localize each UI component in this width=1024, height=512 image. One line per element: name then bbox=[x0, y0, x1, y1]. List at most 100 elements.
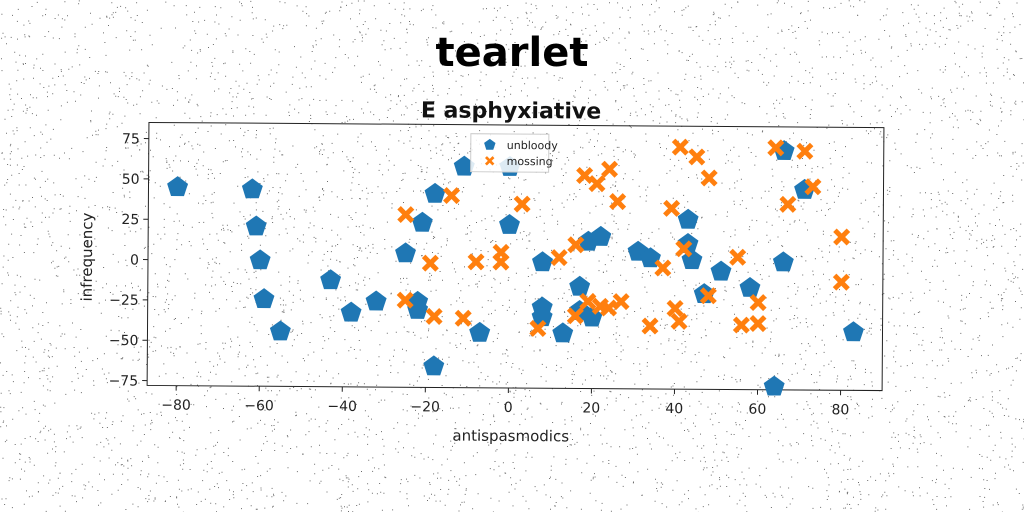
point-unbloody bbox=[269, 320, 291, 341]
plot-area bbox=[146, 121, 885, 392]
series-unbloody bbox=[167, 140, 864, 396]
y-tick-label: −25 bbox=[109, 293, 139, 309]
point-mossing bbox=[732, 316, 750, 334]
point-mossing bbox=[675, 240, 693, 258]
point-unbloody bbox=[772, 251, 794, 272]
point-mossing bbox=[612, 293, 630, 311]
point-mossing bbox=[567, 236, 585, 254]
point-mossing bbox=[492, 253, 510, 271]
x-tick-label: 60 bbox=[748, 402, 766, 418]
point-mossing bbox=[397, 206, 415, 224]
point-unbloody bbox=[424, 182, 446, 203]
point-mossing bbox=[663, 199, 681, 217]
point-mossing bbox=[609, 193, 627, 211]
point-unbloody bbox=[469, 321, 491, 342]
legend-label-unbloody: unbloody bbox=[507, 139, 559, 152]
point-unbloody bbox=[677, 208, 699, 229]
y-tick-label: −75 bbox=[109, 373, 139, 389]
point-mossing bbox=[779, 195, 797, 213]
point-unbloody bbox=[843, 321, 864, 342]
point-mossing bbox=[421, 254, 439, 272]
point-mossing bbox=[654, 259, 672, 277]
point-mossing bbox=[529, 319, 547, 337]
x-tick-label: 0 bbox=[504, 400, 513, 416]
x-axis-label: antispasmodics bbox=[452, 427, 569, 446]
point-unbloody bbox=[499, 213, 520, 234]
legend-entry-mossing: mossing bbox=[484, 155, 553, 168]
chart-title: E asphyxiative bbox=[421, 98, 601, 124]
x-tick-label: −20 bbox=[410, 399, 440, 415]
legend-symbol-unbloody bbox=[484, 138, 496, 150]
point-mossing bbox=[550, 249, 568, 267]
point-unbloody bbox=[411, 211, 433, 232]
point-mossing bbox=[833, 228, 851, 246]
figure-title: tearlet bbox=[435, 30, 589, 76]
x-tick-label: −40 bbox=[327, 399, 357, 415]
point-unbloody bbox=[423, 355, 445, 376]
point-unbloody bbox=[253, 288, 275, 309]
point-unbloody bbox=[167, 176, 189, 197]
legend-marker-mossing bbox=[484, 156, 495, 166]
point-mossing bbox=[699, 287, 717, 305]
legend-marker-unbloody bbox=[484, 138, 496, 150]
y-tick-label: 75 bbox=[122, 131, 140, 147]
point-unbloody bbox=[245, 215, 267, 236]
point-unbloody bbox=[569, 275, 591, 296]
point-mossing bbox=[588, 175, 606, 193]
point-unbloody bbox=[531, 306, 553, 327]
point-unbloody bbox=[340, 301, 362, 322]
point-mossing bbox=[467, 253, 485, 271]
point-mossing bbox=[566, 307, 584, 325]
y-axis-label: infrequency bbox=[78, 212, 97, 301]
legend-label-mossing: mossing bbox=[507, 155, 553, 168]
point-mossing bbox=[729, 248, 747, 266]
point-mossing bbox=[641, 317, 659, 335]
point-unbloody bbox=[249, 249, 271, 270]
point-unbloody bbox=[710, 260, 732, 281]
point-mossing bbox=[579, 292, 597, 310]
x-tick-label: 80 bbox=[831, 402, 849, 418]
point-mossing bbox=[671, 138, 689, 156]
point-mossing bbox=[749, 315, 767, 333]
data-points bbox=[167, 138, 864, 396]
series-mossing bbox=[396, 138, 851, 337]
point-mossing bbox=[688, 148, 706, 166]
point-mossing bbox=[804, 178, 822, 196]
point-mossing bbox=[796, 142, 814, 160]
point-unbloody bbox=[395, 242, 416, 263]
point-mossing bbox=[425, 307, 443, 325]
point-mossing bbox=[443, 187, 461, 205]
legend-symbol-mossing bbox=[484, 156, 495, 166]
y-tick-label: 25 bbox=[121, 212, 139, 228]
point-mossing bbox=[749, 294, 767, 312]
y-tick-label: 0 bbox=[130, 252, 139, 268]
point-unbloody bbox=[453, 155, 475, 176]
point-unbloody bbox=[365, 290, 387, 311]
axis-ticks: −80 −60 −40 −20 0 20 40 60 80 75 50 25 0 −25 −50 −75 bbox=[109, 131, 850, 418]
point-mossing bbox=[600, 299, 618, 317]
point-unbloody bbox=[320, 269, 342, 290]
point-unbloody bbox=[590, 225, 612, 246]
x-tick-label: −80 bbox=[161, 398, 191, 414]
point-unbloody bbox=[739, 276, 761, 297]
point-unbloody bbox=[532, 251, 554, 272]
x-tick-label: 20 bbox=[582, 400, 600, 416]
point-mossing bbox=[396, 291, 414, 309]
point-mossing bbox=[666, 299, 684, 317]
legend-entry-unbloody: unbloody bbox=[484, 138, 559, 152]
point-mossing bbox=[767, 139, 785, 157]
point-mossing bbox=[670, 312, 688, 330]
point-mossing bbox=[700, 169, 718, 187]
legend: unbloody mossing bbox=[470, 133, 559, 173]
y-tick-label: 50 bbox=[122, 172, 140, 188]
point-mossing bbox=[513, 195, 531, 213]
point-mossing bbox=[832, 273, 850, 291]
point-mossing bbox=[454, 309, 472, 327]
point-mossing bbox=[601, 160, 619, 178]
point-unbloody bbox=[763, 375, 785, 396]
point-mossing bbox=[576, 166, 594, 185]
x-tick-label: 40 bbox=[665, 401, 683, 417]
point-unbloody bbox=[552, 322, 574, 343]
y-tick-label: −50 bbox=[109, 333, 139, 349]
